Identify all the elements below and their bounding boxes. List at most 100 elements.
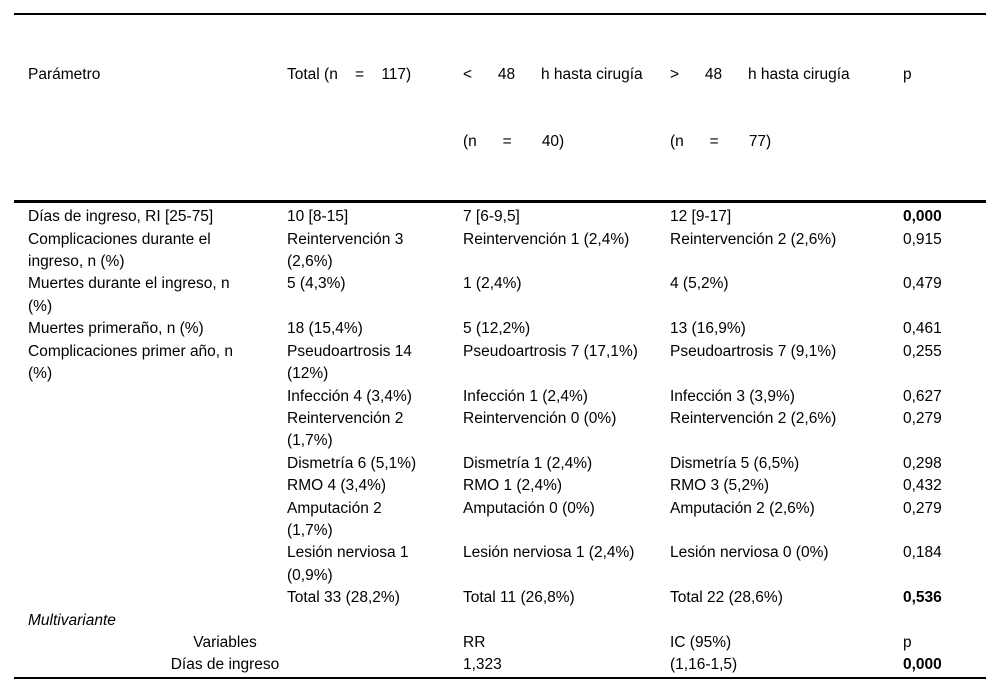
header-line: (n = 40) [463,133,565,151]
cell-line: 0,479 [903,275,942,293]
cell-line: Lesión nerviosa 1 (2,4%) [463,544,635,562]
lt48-cell: RMO 1 (2,4%) [463,475,670,497]
gt48-cell: Reintervención 2 (2,6%) [670,408,903,430]
cell-line: 4 (5,2%) [670,275,729,293]
cell-line: 0,915 [903,230,942,248]
gt48-cell: Lesión nerviosa 0 (0%) [670,542,903,564]
cell-line: 5 (12,2%) [463,320,531,338]
lt48-cell: Amputación 0 (0%) [463,498,670,520]
bottom-rule [14,676,986,679]
lt48-cell: Reintervención 0 (0%) [463,408,670,430]
gt48-cell: Pseudoartrosis 7 (9,1%) [670,341,903,363]
top-rule [14,13,986,15]
total-cell: Infección 4 (3,4%) [287,386,463,408]
table-row: Infección 4 (3,4%) Infección 1 (2,4%) Infe… [14,386,986,408]
cell-line: 0,184 [903,544,942,562]
cell-line: IC (95%) [670,633,732,651]
cell-line: Infección 3 (3,9%) [670,387,795,405]
cell-line: (0,9%) [287,566,333,584]
cell-line: Muertes durante el ingreso, n [28,275,230,293]
cell-line: (1,7%) [287,432,333,450]
header-line: (n = 77) [670,133,772,151]
col-header-p: p [903,19,986,131]
p-value-cell: 0,432 [903,475,986,497]
cell-line: 0,432 [903,477,942,495]
gt48-cell: Dismetría 5 (6,5%) [670,453,903,475]
param-cell: Muertes durante el ingreso, n (%) [14,273,287,318]
cell-line: 12 [9-17] [670,208,732,226]
param-cell: Complicaciones primer año, n (%) [14,341,287,386]
table-row: Días de ingreso, RI [25-75] 10 [8-15] 7 [6… [14,206,986,228]
table-row: Reintervención 2 (1,7%) Reintervención 0 (… [14,408,986,453]
cell-line: (12%) [287,365,329,383]
cell-line: Infección 1 (2,4%) [463,387,588,405]
total-cell: Amputación 2 (1,7%) [287,498,463,543]
cell-line: RR [463,633,486,651]
cell-line: 0,000 [903,208,942,226]
gt48-cell: 13 (16,9%) [670,318,903,340]
header-line: < 48 h hasta cirugía [463,65,643,83]
cell-line: 7 [6-9,5] [463,208,520,226]
table-row: Muertes primeraño, n (%) 18 (15,4%) 5 (12,… [14,318,986,340]
footer-row: Días de ingreso 1,323 (1,16-1,5) 0,000 [14,654,986,676]
table-footer: Variables RR IC (95%) p Días de ingreso 1,323… [14,632,986,677]
total-cell: RMO 4 (3,4%) [287,475,463,497]
cell-line: RMO 1 (2,4%) [463,477,563,495]
cell-line: Total 11 (26,8%) [463,589,575,607]
p-value-cell: 0,479 [903,273,986,295]
lt48-cell: Lesión nerviosa 1 (2,4%) [463,542,670,564]
cell-line: Total 22 (28,6%) [670,589,783,607]
total-cell: 18 (15,4%) [287,318,463,340]
footer-p-cell: p [903,632,986,654]
total-cell: Dismetría 6 (5,1%) [287,453,463,475]
footer-rr-cell: 1,323 [463,654,670,676]
cell-line: 13 (16,9%) [670,320,746,338]
col-header-total: Total (n = 117) [287,19,463,131]
cell-line: Reintervención 2 (2,6%) [670,409,837,427]
footer-p-cell: 0,000 [903,654,986,676]
table-row: Lesión nerviosa 1 (0,9%) Lesión nerviosa 1… [14,542,986,587]
cell-line: (1,16-1,5) [670,656,738,674]
gt48-cell: Reintervención 2 (2,6%) [670,229,903,251]
lt48-cell: 7 [6-9,5] [463,206,670,228]
cell-line: Amputación 2 (2,6%) [670,499,815,517]
table-row: Muertes durante el ingreso, n (%) 5 (4,3%)… [14,273,986,318]
cell-line: RMO 3 (5,2%) [670,477,770,495]
footer-row: Variables RR IC (95%) p [14,632,986,654]
cell-line: Infección 4 (3,4%) [287,387,412,405]
cell-line: Pseudoartrosis 7 (17,1%) [463,342,638,360]
param-cell: Días de ingreso, RI [25-75] [14,206,287,228]
gt48-cell: Amputación 2 (2,6%) [670,498,903,520]
cell-line: Reintervención 2 (2,6%) [670,230,837,248]
col-header-parametro: Parámetro [14,19,287,131]
total-cell: 10 [8-15] [287,206,463,228]
header-line: Parámetro [28,65,101,83]
cell-line: p [903,633,912,651]
cell-line: Días de ingreso, RI [25-75] [28,208,214,226]
total-cell: Reintervención 3 (2,6%) [287,229,463,274]
cell-line: Dismetría 1 (2,4%) [463,454,593,472]
cell-line: Lesión nerviosa 0 (0%) [670,544,829,562]
p-value-cell: 0,627 [903,386,986,408]
header-line: p [903,65,912,83]
cell-line: Reintervención 0 (0%) [463,409,617,427]
p-value-cell: 0,279 [903,408,986,430]
cell-line: Pseudoartrosis 14 [287,342,412,360]
lt48-cell: 5 (12,2%) [463,318,670,340]
cell-line: Amputación 0 (0%) [463,499,595,517]
param-cell: Muertes primeraño, n (%) [14,318,287,340]
table-row: Complicaciones primer año, n (%) Pseudoart… [14,341,986,386]
cell-line: Muertes primeraño, n (%) [28,320,204,338]
footer-rr-cell: RR [463,632,670,654]
cell-line: 1 (2,4%) [463,275,522,293]
gt48-cell: 12 [9-17] [670,206,903,228]
table-row: Complicaciones durante el ingreso, n (%) R… [14,229,986,274]
lt48-cell: 1 (2,4%) [463,273,670,295]
paper-table: Parámetro Total (n = 117) < 48 h hasta c… [14,0,986,679]
cell-line: Reintervención 1 (2,4%) [463,230,630,248]
total-cell: Total 33 (28,2%) [287,587,463,609]
param-cell: Complicaciones durante el ingreso, n (%) [14,229,287,274]
cell-line: Lesión nerviosa 1 [287,544,409,562]
col-header-lt48: < 48 h hasta cirugía (n = 40) [463,19,670,198]
cell-line: 0,536 [903,589,942,607]
